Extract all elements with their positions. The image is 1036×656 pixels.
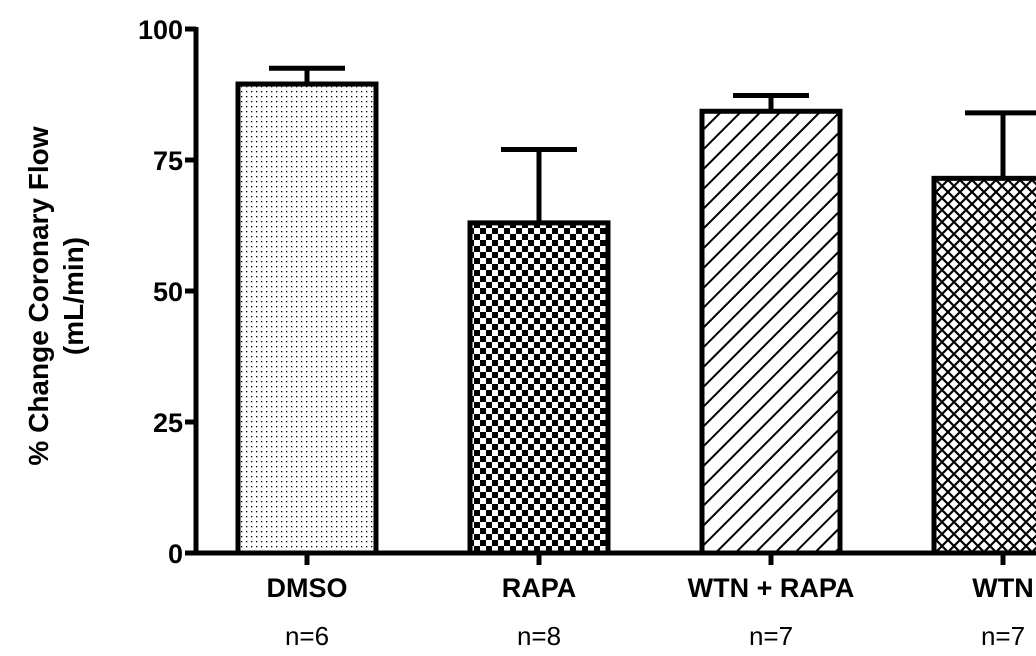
y-tick-label-100: 100 — [138, 15, 183, 45]
y-axis-title-line2: (mL/min) — [58, 237, 89, 355]
bars-layer — [235, 81, 1036, 556]
bar-dmso — [235, 81, 379, 556]
y-tick-label-0: 0 — [168, 539, 183, 569]
n-label-wtn: n=7 — [981, 621, 1025, 651]
x-tick-label-wtn-rapa: WTN + RAPA — [688, 573, 855, 603]
y-axis-title: % Change Coronary Flow (mL/min) — [23, 126, 89, 465]
x-tick-label-wtn: WTN — [972, 573, 1033, 603]
labels-layer: DMSO n=6 RAPA n=8 WTN + RAPA n=7 WTN n=7 0 25 50 75… — [138, 15, 1034, 651]
n-label-dmso: n=6 — [285, 621, 329, 651]
axes-layer — [185, 26, 1036, 565]
x-tick-label-rapa: RAPA — [502, 573, 577, 603]
bar-wtn — [931, 175, 1036, 556]
n-label-rapa: n=8 — [517, 621, 561, 651]
n-label-wtn-rapa: n=7 — [749, 621, 793, 651]
error-bars-layer — [269, 65, 1036, 223]
x-tick-label-dmso: DMSO — [267, 573, 348, 603]
y-tick-label-25: 25 — [153, 408, 183, 438]
bar-rapa — [467, 220, 611, 556]
y-tick-label-50: 50 — [153, 277, 183, 307]
y-axis-title-line1: % Change Coronary Flow — [23, 126, 54, 465]
bar-wtn-rapa — [699, 108, 843, 556]
y-tick-label-75: 75 — [153, 146, 183, 176]
